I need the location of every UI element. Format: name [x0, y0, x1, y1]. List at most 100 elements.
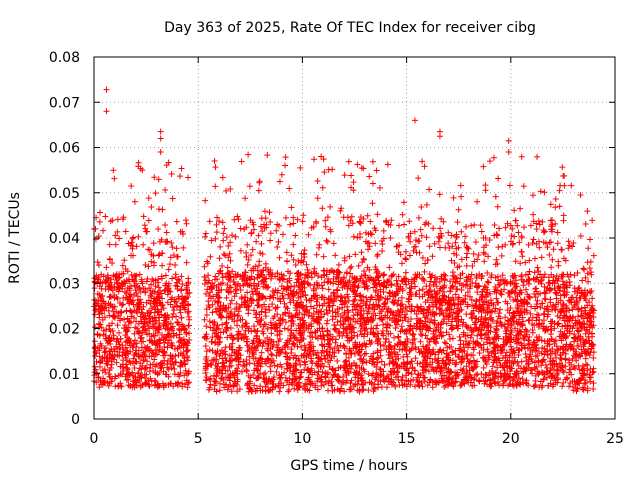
data-point [131, 198, 138, 205]
data-point [267, 219, 274, 226]
data-point [156, 320, 163, 327]
data-point [319, 205, 326, 212]
data-point [107, 218, 114, 225]
data-point [128, 308, 135, 315]
data-point [97, 363, 104, 370]
data-point [222, 320, 229, 327]
data-point [277, 374, 284, 381]
data-point [280, 231, 287, 238]
data-point [290, 354, 297, 361]
data-point [527, 222, 534, 229]
data-point [110, 167, 117, 174]
data-point [138, 344, 145, 351]
data-point [207, 381, 214, 388]
data-point [102, 213, 109, 220]
data-point [552, 337, 559, 344]
data-point [156, 344, 163, 351]
data-point [139, 327, 146, 334]
data-point [345, 354, 352, 361]
data-point [402, 256, 409, 263]
data-point [163, 314, 170, 321]
data-point [584, 362, 591, 369]
data-point [560, 212, 567, 219]
data-point [242, 195, 249, 202]
data-point [147, 300, 154, 307]
data-point [472, 239, 479, 246]
data-point [334, 358, 341, 365]
data-point [495, 175, 502, 182]
data-point [182, 340, 189, 347]
data-point [329, 316, 336, 323]
data-point [206, 218, 213, 225]
data-point [558, 246, 565, 253]
data-point [290, 256, 297, 263]
data-point [135, 159, 142, 166]
data-point [243, 253, 250, 260]
data-point [395, 333, 402, 340]
data-point [226, 277, 233, 284]
data-point [96, 384, 103, 391]
data-point [586, 265, 593, 272]
data-point [159, 262, 166, 269]
data-point [155, 252, 162, 259]
data-point [356, 219, 363, 226]
data-point [134, 370, 141, 377]
data-point [310, 305, 317, 312]
data-point [302, 346, 309, 353]
data-point [111, 295, 118, 302]
data-point [341, 345, 348, 352]
data-point [131, 307, 138, 314]
data-point [207, 289, 214, 296]
data-point [541, 271, 548, 278]
data-point [530, 211, 537, 218]
data-point [106, 338, 113, 345]
data-point [162, 272, 169, 279]
data-point [255, 281, 262, 288]
data-point [122, 344, 129, 351]
data-point [363, 350, 370, 357]
data-point [468, 331, 475, 338]
data-point [178, 287, 185, 294]
data-point [139, 313, 146, 320]
data-point [587, 236, 594, 243]
data-point [136, 374, 143, 381]
data-point [373, 167, 380, 174]
data-point [341, 172, 348, 179]
data-point [181, 325, 188, 332]
data-point [105, 307, 112, 314]
data-point [348, 263, 355, 270]
data-point [220, 237, 227, 244]
data-point [158, 275, 165, 282]
data-point [400, 199, 407, 206]
data-point [283, 350, 290, 357]
data-point [538, 254, 545, 261]
data-point [133, 243, 140, 250]
data-point [109, 217, 116, 224]
data-point [412, 355, 419, 362]
data-point [148, 258, 155, 265]
data-point [229, 340, 236, 347]
data-point [276, 178, 283, 185]
data-point [162, 222, 169, 229]
data-point [185, 322, 192, 329]
data-point [295, 294, 302, 301]
data-point [521, 224, 528, 231]
data-point [253, 314, 260, 321]
data-point [223, 234, 230, 241]
data-point [146, 383, 153, 390]
data-point [173, 245, 180, 252]
data-point [91, 285, 98, 292]
data-point [231, 306, 238, 313]
data-point [106, 256, 113, 263]
data-point [184, 347, 191, 354]
data-point [329, 302, 336, 309]
data-point [448, 232, 455, 239]
data-point [207, 375, 214, 382]
data-point [280, 295, 287, 302]
data-point [421, 221, 428, 228]
data-point [95, 373, 102, 380]
data-point [167, 288, 174, 295]
data-point [550, 246, 557, 253]
data-point [211, 356, 218, 363]
data-point [244, 261, 251, 268]
